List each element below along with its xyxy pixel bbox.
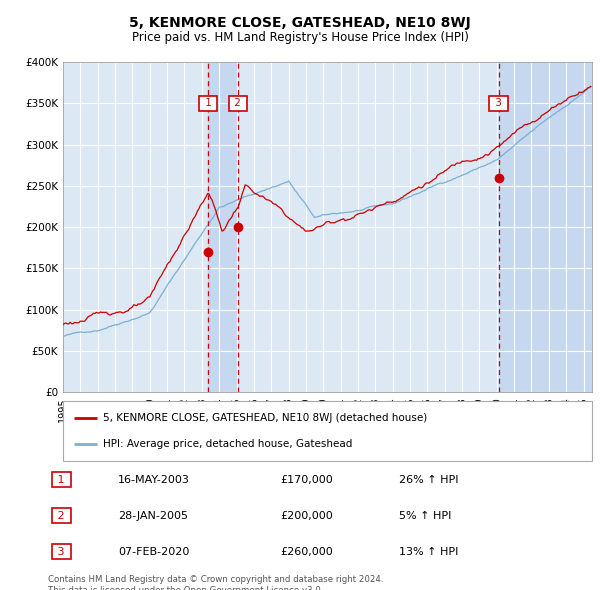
Text: HPI: Average price, detached house, Gateshead: HPI: Average price, detached house, Gate… bbox=[103, 440, 352, 450]
FancyBboxPatch shape bbox=[63, 401, 592, 461]
Text: Contains HM Land Registry data © Crown copyright and database right 2024.
This d: Contains HM Land Registry data © Crown c… bbox=[48, 575, 383, 590]
Text: 16-MAY-2003: 16-MAY-2003 bbox=[118, 474, 190, 484]
Text: Price paid vs. HM Land Registry's House Price Index (HPI): Price paid vs. HM Land Registry's House … bbox=[131, 31, 469, 44]
Bar bbox=[208, 62, 238, 392]
Text: £260,000: £260,000 bbox=[280, 546, 333, 556]
Text: 1: 1 bbox=[55, 474, 68, 484]
Text: 1: 1 bbox=[202, 99, 215, 108]
Text: 07-FEB-2020: 07-FEB-2020 bbox=[118, 546, 190, 556]
Text: 26% ↑ HPI: 26% ↑ HPI bbox=[399, 474, 458, 484]
Text: 5% ↑ HPI: 5% ↑ HPI bbox=[399, 510, 451, 520]
Text: 2: 2 bbox=[232, 99, 244, 108]
Bar bbox=[499, 62, 592, 392]
Text: 2: 2 bbox=[55, 510, 68, 520]
Text: £200,000: £200,000 bbox=[280, 510, 333, 520]
Text: £170,000: £170,000 bbox=[280, 474, 333, 484]
Text: 3: 3 bbox=[492, 99, 505, 108]
Text: 5, KENMORE CLOSE, GATESHEAD, NE10 8WJ (detached house): 5, KENMORE CLOSE, GATESHEAD, NE10 8WJ (d… bbox=[103, 412, 427, 422]
Text: 28-JAN-2005: 28-JAN-2005 bbox=[118, 510, 188, 520]
Text: 3: 3 bbox=[55, 546, 68, 556]
Text: 5, KENMORE CLOSE, GATESHEAD, NE10 8WJ: 5, KENMORE CLOSE, GATESHEAD, NE10 8WJ bbox=[129, 16, 471, 30]
Text: 13% ↑ HPI: 13% ↑ HPI bbox=[399, 546, 458, 556]
